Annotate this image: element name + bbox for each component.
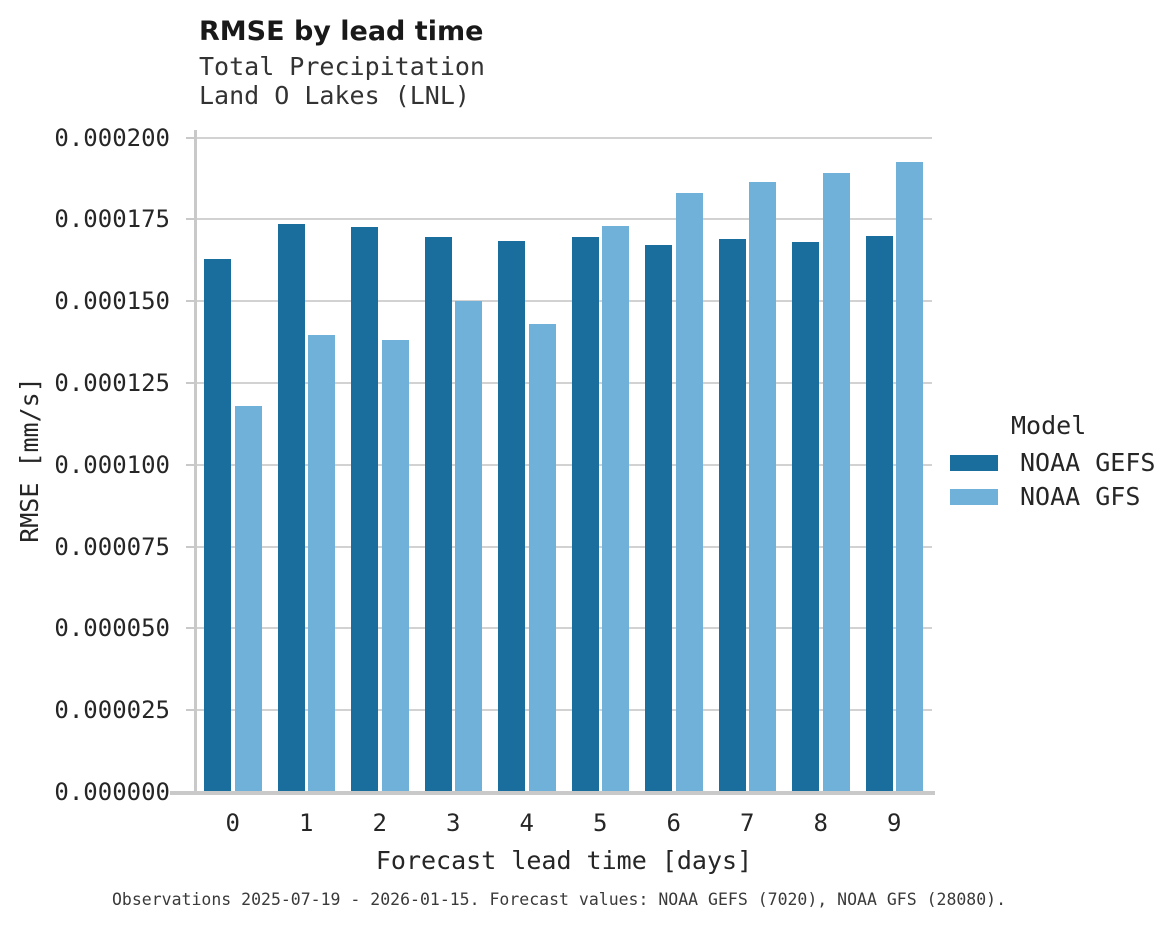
bar-noaa-gfs-day-9 [896, 162, 923, 792]
y-tick-label: 0.000000 [54, 778, 170, 806]
y-tick-label: 0.000075 [54, 532, 170, 561]
chart-subtitle-line-2: Land O Lakes (LNL) [199, 81, 470, 110]
gridline [197, 136, 932, 139]
legend-item-noaa-gefs: NOAA GEFS [940, 450, 1170, 476]
y-tick-mark [186, 791, 194, 793]
x-tick-label: 1 [299, 809, 314, 837]
x-tick-label: 4 [519, 809, 534, 837]
x-tick-label: 8 [813, 809, 828, 837]
gridline [197, 709, 932, 712]
bar-noaa-gfs-day-4 [528, 324, 556, 792]
y-tick-mark [186, 300, 194, 303]
y-tick-mark [186, 627, 194, 630]
x-tick-label: 3 [446, 809, 461, 837]
y-tick-mark [186, 709, 194, 712]
legend-swatch-noaa-gfs [950, 489, 998, 505]
x-tick-label: 6 [666, 809, 681, 837]
gridline [197, 545, 932, 548]
y-tick-mark [186, 381, 194, 384]
x-tick-label: 7 [740, 809, 755, 837]
y-tick-label: 0.000125 [54, 368, 170, 397]
x-axis-label: Forecast lead time [days] [375, 846, 753, 875]
bar-noaa-gfs-day-6 [675, 193, 703, 792]
plot-area [197, 130, 932, 792]
bar-noaa-gefs-day-4 [498, 240, 525, 792]
bar-noaa-gfs-day-3 [455, 301, 482, 792]
x-tick-label: 2 [372, 809, 387, 837]
y-tick-mark [186, 463, 194, 466]
bar-noaa-gfs-day-1 [308, 335, 335, 792]
legend-title: Model [1011, 411, 1087, 440]
bar-noaa-gefs-day-5 [571, 237, 599, 792]
legend-label-noaa-gefs: NOAA GEFS [1020, 448, 1156, 477]
y-tick-mark [186, 545, 194, 548]
y-tick-label: 0.000200 [54, 123, 170, 152]
gridline [197, 300, 932, 303]
bar-noaa-gfs-day-7 [749, 181, 776, 792]
bar-noaa-gfs-day-2 [381, 340, 409, 792]
x-tick-label: 0 [225, 809, 240, 837]
y-tick-label: 0.000150 [54, 287, 170, 316]
caption: Observations 2025-07-19 - 2026-01-15. Fo… [112, 890, 1007, 909]
gridline [197, 463, 932, 466]
y-tick-mark [186, 136, 194, 139]
bar-noaa-gefs-day-3 [424, 237, 452, 792]
x-axis-spine [170, 791, 935, 795]
bar-noaa-gfs-day-8 [822, 173, 850, 792]
y-axis-spine [194, 130, 197, 795]
legend: Model NOAA GEFS NOAA GFS [940, 405, 1170, 525]
chart-subtitle-line-1: Total Precipitation [199, 52, 485, 81]
y-tick-label: 0.000100 [54, 450, 170, 479]
y-tick-mark [186, 218, 194, 221]
bar-noaa-gefs-day-8 [792, 242, 819, 792]
bar-noaa-gefs-day-9 [865, 235, 893, 792]
bar-noaa-gfs-day-0 [234, 405, 262, 792]
y-tick-label: 0.000175 [54, 205, 170, 234]
bar-noaa-gefs-day-6 [645, 245, 672, 792]
bar-noaa-gefs-day-0 [204, 258, 231, 792]
y-tick-label: 0.000050 [54, 614, 170, 643]
bar-noaa-gfs-day-5 [602, 225, 629, 792]
bar-noaa-gefs-day-2 [351, 227, 378, 792]
bar-noaa-gefs-day-7 [718, 238, 746, 792]
gridline [197, 218, 932, 221]
y-tick-label: 0.000025 [54, 696, 170, 725]
legend-label-noaa-gfs: NOAA GFS [1020, 482, 1141, 511]
chart-title: RMSE by lead time [199, 16, 484, 47]
gridline [197, 381, 932, 384]
x-tick-label: 5 [593, 809, 608, 837]
gridline [197, 627, 932, 630]
x-tick-label: 9 [887, 809, 902, 837]
legend-swatch-noaa-gefs [950, 455, 998, 471]
legend-item-noaa-gfs: NOAA GFS [940, 484, 1170, 510]
bar-noaa-gefs-day-1 [277, 224, 305, 792]
